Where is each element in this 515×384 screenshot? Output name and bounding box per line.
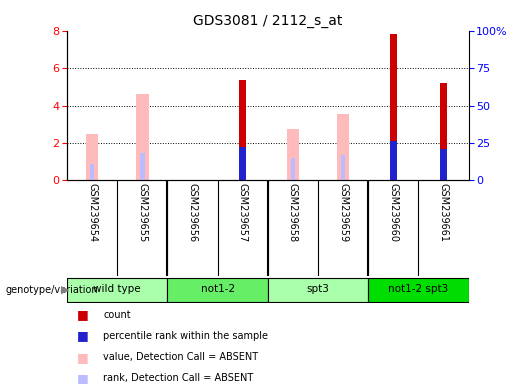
Text: genotype/variation: genotype/variation: [5, 285, 98, 295]
Bar: [239, 147, 246, 180]
Bar: [341, 155, 346, 180]
Text: GSM239657: GSM239657: [238, 184, 248, 243]
Bar: [440, 83, 447, 180]
Text: GSM239658: GSM239658: [288, 184, 298, 242]
Text: value, Detection Call = ABSENT: value, Detection Call = ABSENT: [103, 352, 258, 362]
Bar: [268, 278, 368, 302]
Text: ■: ■: [77, 372, 89, 384]
Text: percentile rank within the sample: percentile rank within the sample: [103, 331, 268, 341]
Text: count: count: [103, 310, 131, 320]
Text: not1-2: not1-2: [200, 285, 235, 295]
Text: GSM239660: GSM239660: [388, 184, 398, 242]
Bar: [167, 278, 268, 302]
Bar: [140, 153, 145, 180]
Text: GSM239656: GSM239656: [187, 184, 197, 242]
Text: GSM239654: GSM239654: [87, 184, 97, 242]
Bar: [136, 94, 148, 180]
Bar: [290, 158, 295, 180]
Bar: [287, 129, 299, 180]
Text: spt3: spt3: [306, 285, 330, 295]
Text: ■: ■: [77, 308, 89, 321]
Text: GSM239659: GSM239659: [338, 184, 348, 242]
Bar: [337, 114, 349, 180]
Title: GDS3081 / 2112_s_at: GDS3081 / 2112_s_at: [193, 14, 342, 28]
Text: ▶: ▶: [61, 285, 70, 295]
Bar: [86, 134, 98, 180]
Bar: [239, 80, 246, 180]
Bar: [368, 278, 469, 302]
Bar: [440, 149, 447, 180]
Text: rank, Detection Call = ABSENT: rank, Detection Call = ABSENT: [103, 373, 253, 383]
Text: ■: ■: [77, 351, 89, 364]
Text: wild type: wild type: [93, 285, 141, 295]
Text: not1-2 spt3: not1-2 spt3: [388, 285, 449, 295]
Text: ■: ■: [77, 329, 89, 343]
Text: GSM239661: GSM239661: [439, 184, 449, 242]
Bar: [390, 35, 397, 180]
Bar: [67, 278, 167, 302]
Bar: [390, 141, 397, 180]
Bar: [90, 164, 94, 180]
Text: GSM239655: GSM239655: [138, 184, 147, 243]
